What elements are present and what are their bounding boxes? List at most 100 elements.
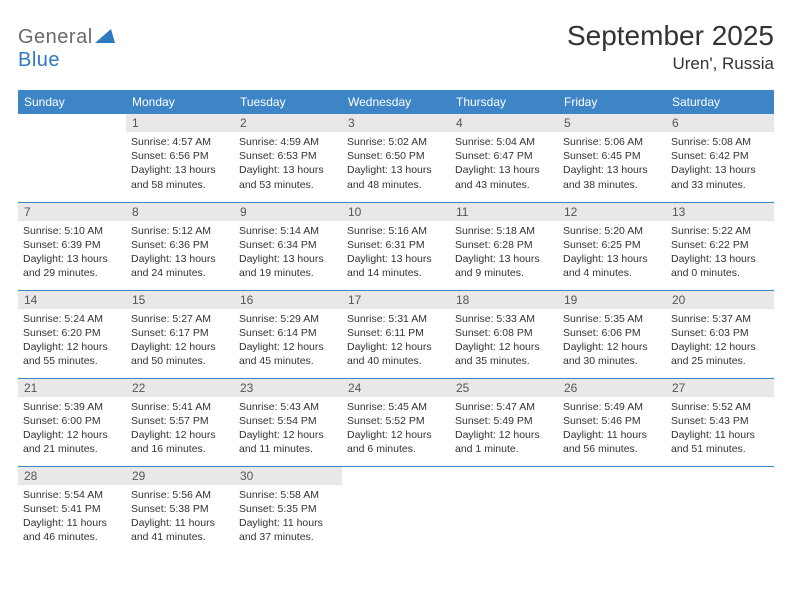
calendar-day-cell: 29Sunrise: 5:56 AMSunset: 5:38 PMDayligh… xyxy=(126,466,234,554)
day-details: Sunrise: 5:56 AMSunset: 5:38 PMDaylight:… xyxy=(126,485,234,549)
sunset-line: Sunset: 6:47 PM xyxy=(455,150,533,162)
daylight-line: Daylight: 12 hours and 45 minutes. xyxy=(239,341,324,367)
day-details: Sunrise: 5:22 AMSunset: 6:22 PMDaylight:… xyxy=(666,221,774,285)
calendar-day-cell: 12Sunrise: 5:20 AMSunset: 6:25 PMDayligh… xyxy=(558,202,666,290)
daylight-line: Daylight: 13 hours and 33 minutes. xyxy=(671,164,756,190)
calendar-day-cell: 7Sunrise: 5:10 AMSunset: 6:39 PMDaylight… xyxy=(18,202,126,290)
day-details: Sunrise: 4:57 AMSunset: 6:56 PMDaylight:… xyxy=(126,132,234,196)
logo-word-2: Blue xyxy=(18,49,60,71)
sunrise-line: Sunrise: 5:37 AM xyxy=(671,313,751,325)
day-details: Sunrise: 5:39 AM Sunset: 6:00 PM Daylight:… xyxy=(18,397,126,461)
sunset-line: Sunset: 6:39 PM xyxy=(23,239,101,251)
day-number: 21 xyxy=(18,379,126,397)
sunrise-line: Sunrise: 5:56 AM xyxy=(131,489,211,501)
sunset-line: Sunset: 6:14 PM xyxy=(239,327,317,339)
sunset-line: Sunset: 6:31 PM xyxy=(347,239,425,251)
calendar-day-cell: 6Sunrise: 5:08 AMSunset: 6:42 PMDaylight… xyxy=(666,114,774,202)
sunrise-line: Sunrise: 5:24 AM xyxy=(23,313,103,325)
sunset-line: Sunset: 6:45 PM xyxy=(563,150,641,162)
sunset-line: Sunset: 6:00 PM xyxy=(23,415,101,427)
daylight-line: Daylight: 13 hours and 48 minutes. xyxy=(347,164,432,190)
sunrise-line: Sunrise: 5:31 AM xyxy=(347,313,427,325)
sunrise-line: Sunrise: 5:20 AM xyxy=(563,225,643,237)
calendar-day-cell: 15 Sunrise: 5:27 AM Sunset: 6:17 PM Dayligh… xyxy=(126,290,234,378)
calendar-day-cell: 19Sunrise: 5:35 AMSunset: 6:06 PMDayligh… xyxy=(558,290,666,378)
logo-triangle-icon xyxy=(95,29,115,48)
sunset-line: Sunset: 5:43 PM xyxy=(671,415,749,427)
sunrise-line: Sunrise: 5:45 AM xyxy=(347,401,427,413)
day-number: 7 xyxy=(18,203,126,221)
sunset-line: Sunset: 6:53 PM xyxy=(239,150,317,162)
calendar-week-row: 7Sunrise: 5:10 AMSunset: 6:39 PMDaylight… xyxy=(18,202,774,290)
sunrise-line: Sunrise: 4:59 AM xyxy=(239,136,319,148)
weekday-header: Saturday xyxy=(666,90,774,114)
calendar-page: General Blue September 2025 Uren', Russi… xyxy=(0,0,792,564)
sunrise-line: Sunrise: 5:06 AM xyxy=(563,136,643,148)
title-block: September 2025 Uren', Russia xyxy=(567,20,774,74)
sunset-line: Sunset: 5:54 PM xyxy=(239,415,317,427)
logo-text: General Blue xyxy=(18,26,115,72)
day-number: 24 xyxy=(342,379,450,397)
sunset-line: Sunset: 6:17 PM xyxy=(131,327,209,339)
day-number: 1 xyxy=(126,114,234,132)
sunrise-line: Sunrise: 5:10 AM xyxy=(23,225,103,237)
sunrise-line: Sunrise: 5:04 AM xyxy=(455,136,535,148)
sunset-line: Sunset: 6:34 PM xyxy=(239,239,317,251)
calendar-empty-cell: .. xyxy=(666,466,774,554)
sunset-line: Sunset: 5:52 PM xyxy=(347,415,425,427)
weekday-row: SundayMondayTuesdayWednesdayThursdayFrid… xyxy=(18,90,774,114)
day-number: 8 xyxy=(126,203,234,221)
day-details: Sunrise: 5:31 AM Sunset: 6:11 PM Daylight:… xyxy=(342,309,450,373)
sunset-line: Sunset: 6:28 PM xyxy=(455,239,533,251)
daylight-line: Daylight: 12 hours and 21 minutes. xyxy=(23,429,108,455)
day-details: Sunrise: 4:59 AMSunset: 6:53 PMDaylight:… xyxy=(234,132,342,196)
day-number: 23 xyxy=(234,379,342,397)
day-number: 29 xyxy=(126,467,234,485)
daylight-line: Daylight: 12 hours and 6 minutes. xyxy=(347,429,432,455)
calendar-day-cell: 1Sunrise: 4:57 AMSunset: 6:56 PMDaylight… xyxy=(126,114,234,202)
sunrise-line: Sunrise: 5:27 AM xyxy=(131,313,211,325)
sunrise-line: Sunrise: 5:58 AM xyxy=(239,489,319,501)
sunset-line: Sunset: 6:22 PM xyxy=(671,239,749,251)
daylight-line: Daylight: 11 hours and 56 minutes. xyxy=(563,429,647,455)
sunset-line: Sunset: 6:36 PM xyxy=(131,239,209,251)
calendar-day-cell: 9Sunrise: 5:14 AMSunset: 6:34 PMDaylight… xyxy=(234,202,342,290)
day-number: 15 xyxy=(126,291,234,309)
day-number: 5 xyxy=(558,114,666,132)
weekday-header: Tuesday xyxy=(234,90,342,114)
sunrise-line: Sunrise: 5:16 AM xyxy=(347,225,427,237)
calendar-head: SundayMondayTuesdayWednesdayThursdayFrid… xyxy=(18,90,774,114)
sunset-line: Sunset: 5:41 PM xyxy=(23,503,101,515)
calendar-week-row: 21 Sunrise: 5:39 AM Sunset: 6:00 PM Dayligh… xyxy=(18,378,774,466)
sunrise-line: Sunrise: 5:52 AM xyxy=(671,401,751,413)
day-details: Sunrise: 5:14 AMSunset: 6:34 PMDaylight:… xyxy=(234,221,342,285)
day-details: Sunrise: 5:20 AMSunset: 6:25 PMDaylight:… xyxy=(558,221,666,285)
daylight-line: Daylight: 11 hours and 46 minutes. xyxy=(23,517,107,543)
sunset-line: Sunset: 6:20 PM xyxy=(23,327,101,339)
page-title: September 2025 xyxy=(567,20,774,52)
sunrise-line: Sunrise: 5:14 AM xyxy=(239,225,319,237)
day-number: 10 xyxy=(342,203,450,221)
calendar-day-cell: 3Sunrise: 5:02 AMSunset: 6:50 PMDaylight… xyxy=(342,114,450,202)
day-details: Sunrise: 5:49 AM Sunset: 5:46 PM Daylight:… xyxy=(558,397,666,461)
daylight-line: Daylight: 12 hours and 40 minutes. xyxy=(347,341,432,367)
daylight-line: Daylight: 12 hours and 50 minutes. xyxy=(131,341,216,367)
day-number: 25 xyxy=(450,379,558,397)
weekday-header: Thursday xyxy=(450,90,558,114)
calendar-day-cell: 18Sunrise: 5:33 AMSunset: 6:08 PMDayligh… xyxy=(450,290,558,378)
day-details: Sunrise: 5:24 AMSunset: 6:20 PMDaylight:… xyxy=(18,309,126,373)
calendar-day-cell: 13Sunrise: 5:22 AMSunset: 6:22 PMDayligh… xyxy=(666,202,774,290)
daylight-line: Daylight: 12 hours and 16 minutes. xyxy=(131,429,216,455)
sunrise-line: Sunrise: 5:39 AM xyxy=(23,401,103,413)
sunset-line: Sunset: 6:42 PM xyxy=(671,150,749,162)
sunset-line: Sunset: 6:11 PM xyxy=(347,327,424,339)
daylight-line: Daylight: 12 hours and 30 minutes. xyxy=(563,341,648,367)
calendar-empty-cell: .. xyxy=(450,466,558,554)
day-details: Sunrise: 5:16 AMSunset: 6:31 PMDaylight:… xyxy=(342,221,450,285)
calendar-day-cell: 22Sunrise: 5:41 AMSunset: 5:57 PMDayligh… xyxy=(126,378,234,466)
sunset-line: Sunset: 5:46 PM xyxy=(563,415,641,427)
daylight-line: Daylight: 12 hours and 25 minutes. xyxy=(671,341,756,367)
day-number: 9 xyxy=(234,203,342,221)
sunrise-line: Sunrise: 5:08 AM xyxy=(671,136,751,148)
sunrise-line: Sunrise: 5:49 AM xyxy=(563,401,643,413)
